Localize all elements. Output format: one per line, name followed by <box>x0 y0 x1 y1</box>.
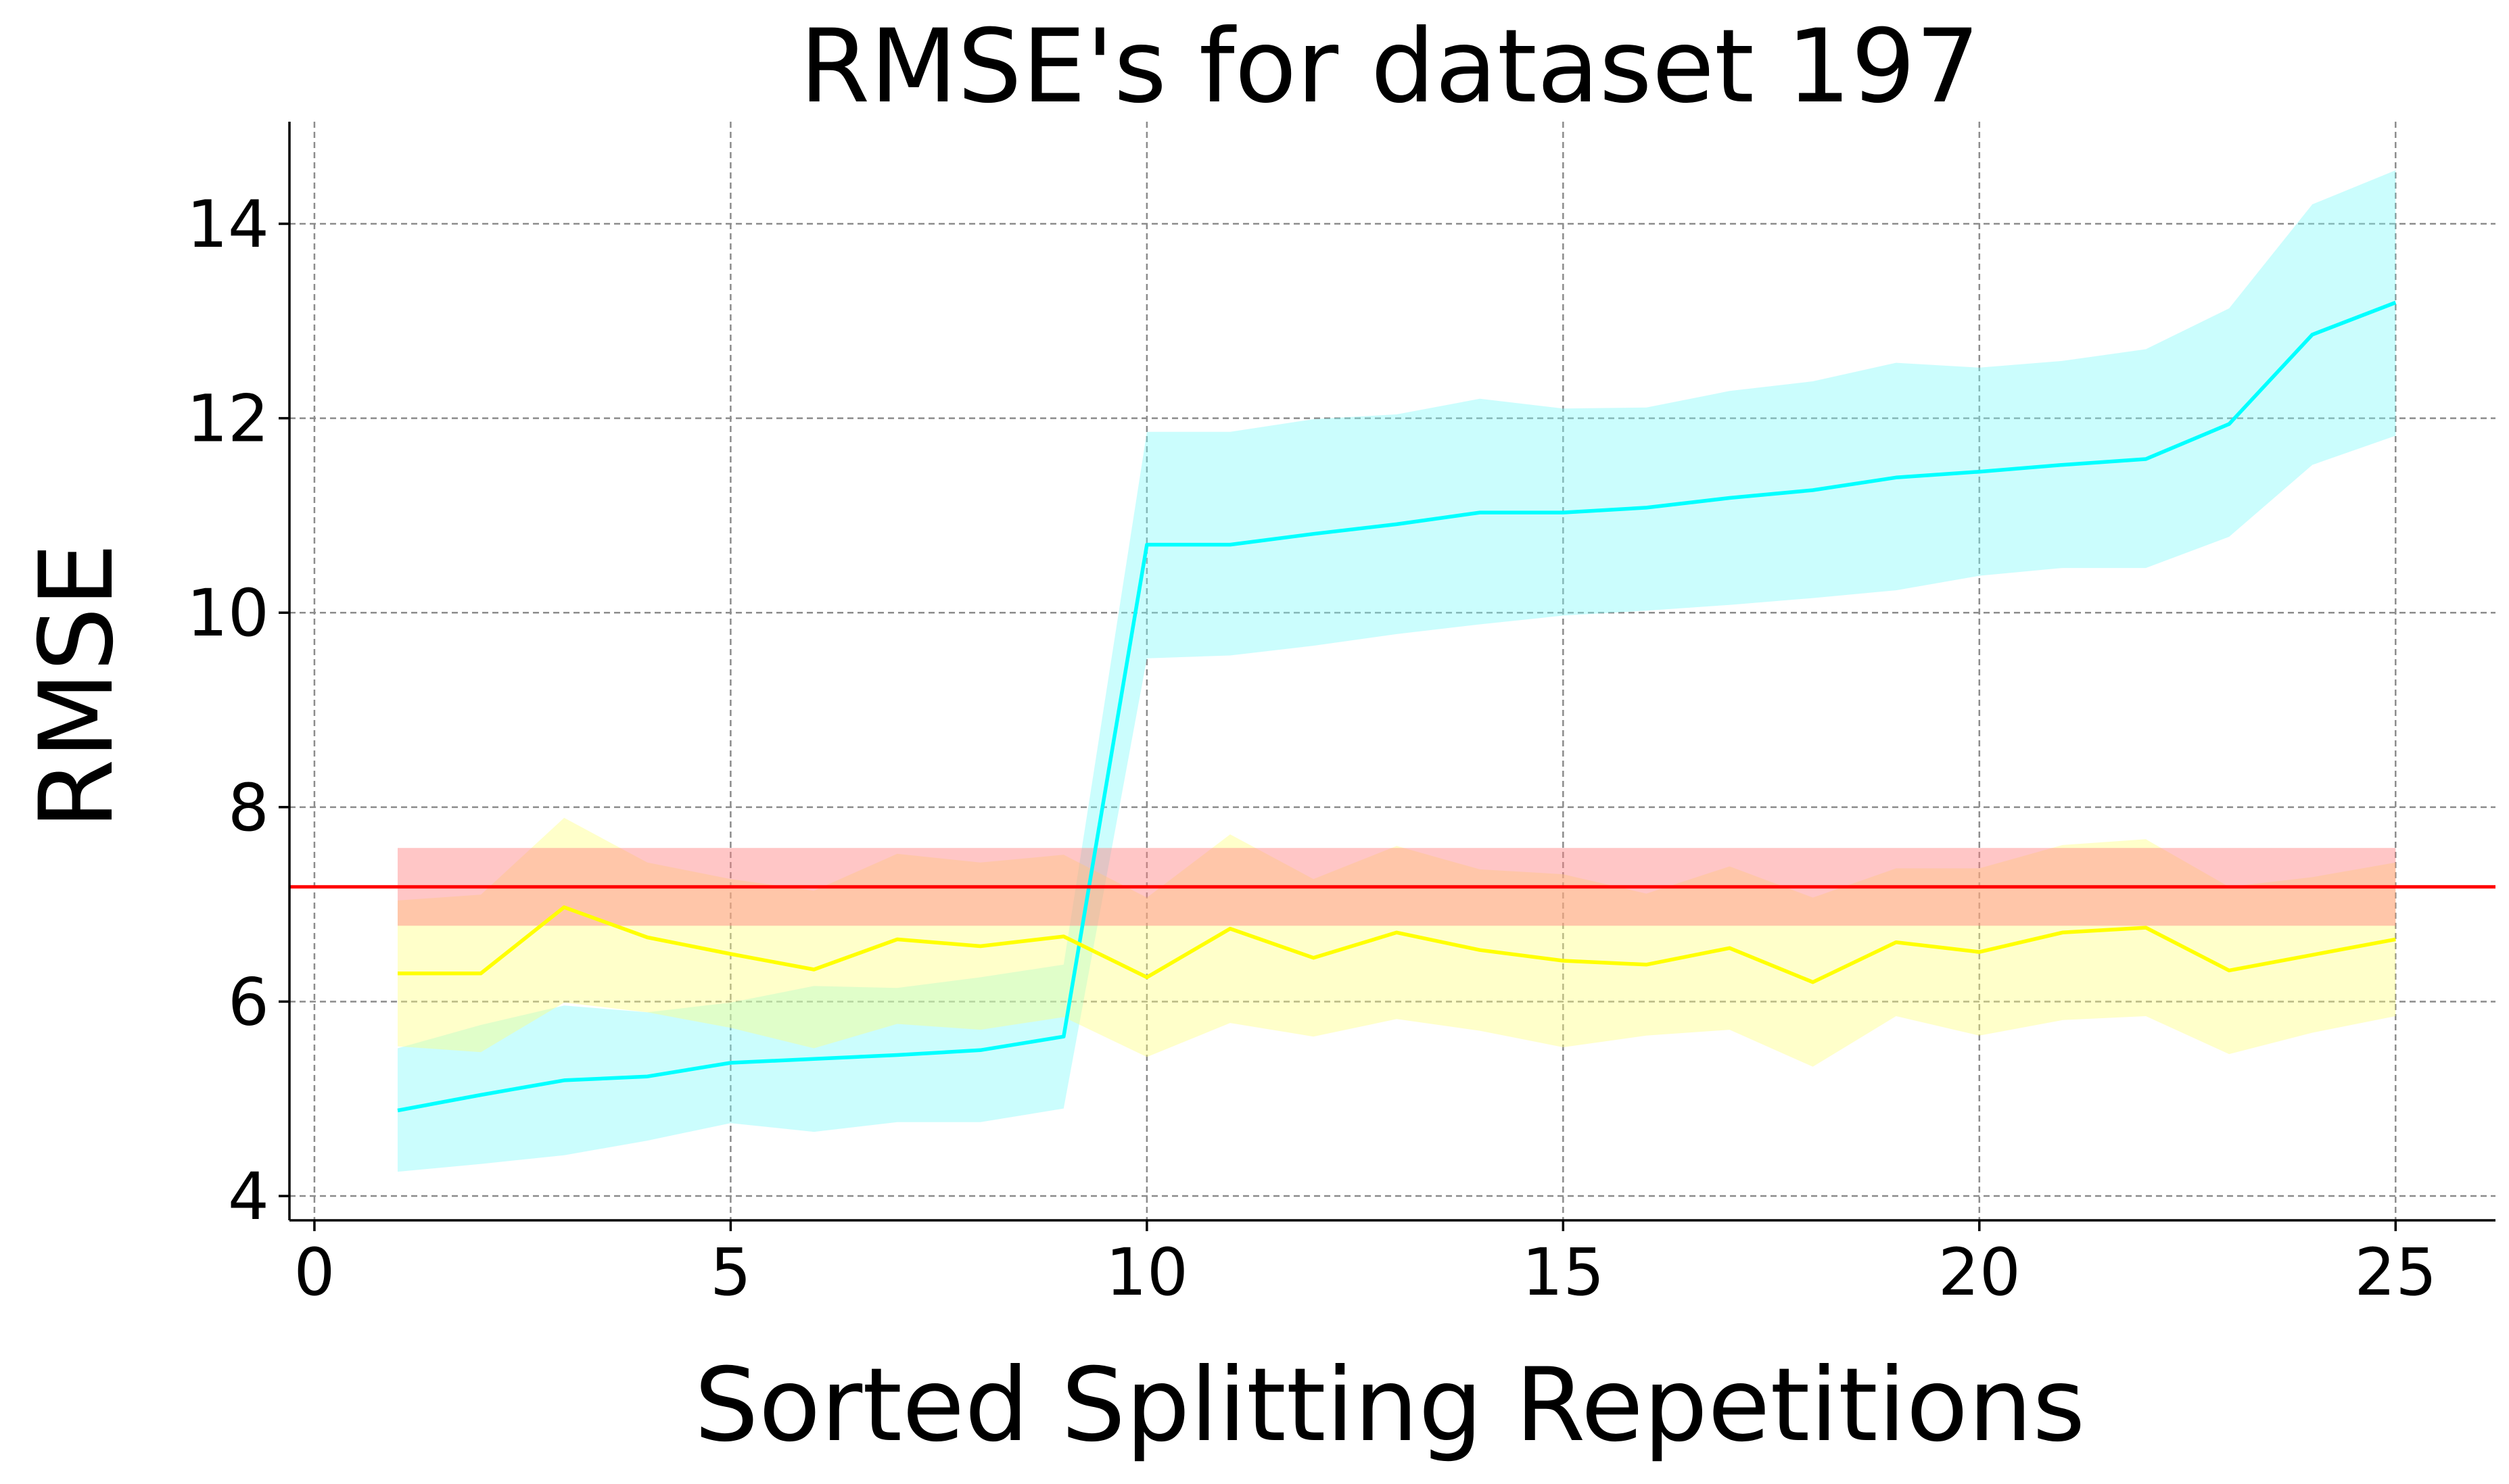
axes: 0 5 10 15 20 25 4 6 8 10 12 14 <box>187 122 2495 1310</box>
x-tick-label: 5 <box>710 1235 751 1310</box>
grid <box>289 122 2495 1220</box>
x-tick-label: 20 <box>1938 1235 2021 1310</box>
y-tick-label: 4 <box>228 1159 269 1235</box>
y-tick-label: 8 <box>228 770 269 846</box>
chart-title: RMSE's for dataset 197 <box>799 8 1980 126</box>
y-axis-label: RMSE <box>18 543 136 830</box>
series-1-line <box>397 300 2397 1113</box>
y-tick-label: 10 <box>187 575 269 651</box>
series-2-band <box>398 817 2396 1067</box>
confidence-bands <box>398 170 2396 1172</box>
series-1-band <box>398 170 2396 1172</box>
x-tick-label: 10 <box>1106 1235 1188 1310</box>
x-tick-label: 0 <box>294 1235 335 1310</box>
x-tick-label: 25 <box>2354 1235 2437 1310</box>
x-axis-label: Sorted Splitting Repetitions <box>695 1347 2086 1464</box>
series-lines <box>289 300 2495 1113</box>
x-tick-label: 15 <box>1522 1235 1604 1310</box>
series-2-line <box>398 905 2396 984</box>
y-tick-label: 12 <box>187 381 269 457</box>
y-tick-label: 14 <box>187 187 269 262</box>
y-tick-label: 6 <box>228 964 269 1040</box>
